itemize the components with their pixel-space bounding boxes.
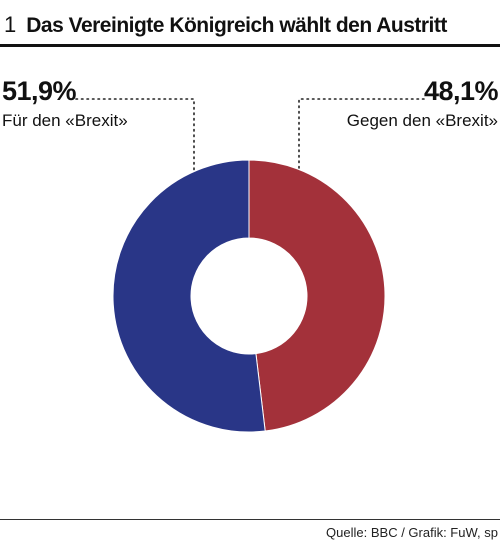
slice-fuer-brexit: [112, 159, 266, 433]
remain-value-label: 48,1%: [423, 76, 499, 106]
chart-header: 1 Das Vereinigte Königreich wählt den Au…: [4, 12, 496, 42]
leader-line-right: [298, 98, 425, 195]
donut-slices: [112, 159, 386, 433]
chart-title: Das Vereinigte Königreich wählt den Aust…: [26, 14, 447, 37]
slice-gegen-brexit: [248, 159, 386, 432]
remain-category-label: Gegen den «Brexit»: [346, 111, 498, 130]
leader-lines: [75, 98, 425, 195]
leader-line-left: [75, 98, 195, 195]
leave-value-label: 51,9%: [2, 76, 77, 106]
source-note: Quelle: BBC / Grafik: FuW, sp: [326, 525, 498, 540]
title-rule: [0, 44, 500, 47]
figure-number: 1: [4, 12, 17, 37]
footer-rule: [0, 519, 500, 520]
leave-category-label: Für den «Brexit»: [2, 111, 128, 130]
